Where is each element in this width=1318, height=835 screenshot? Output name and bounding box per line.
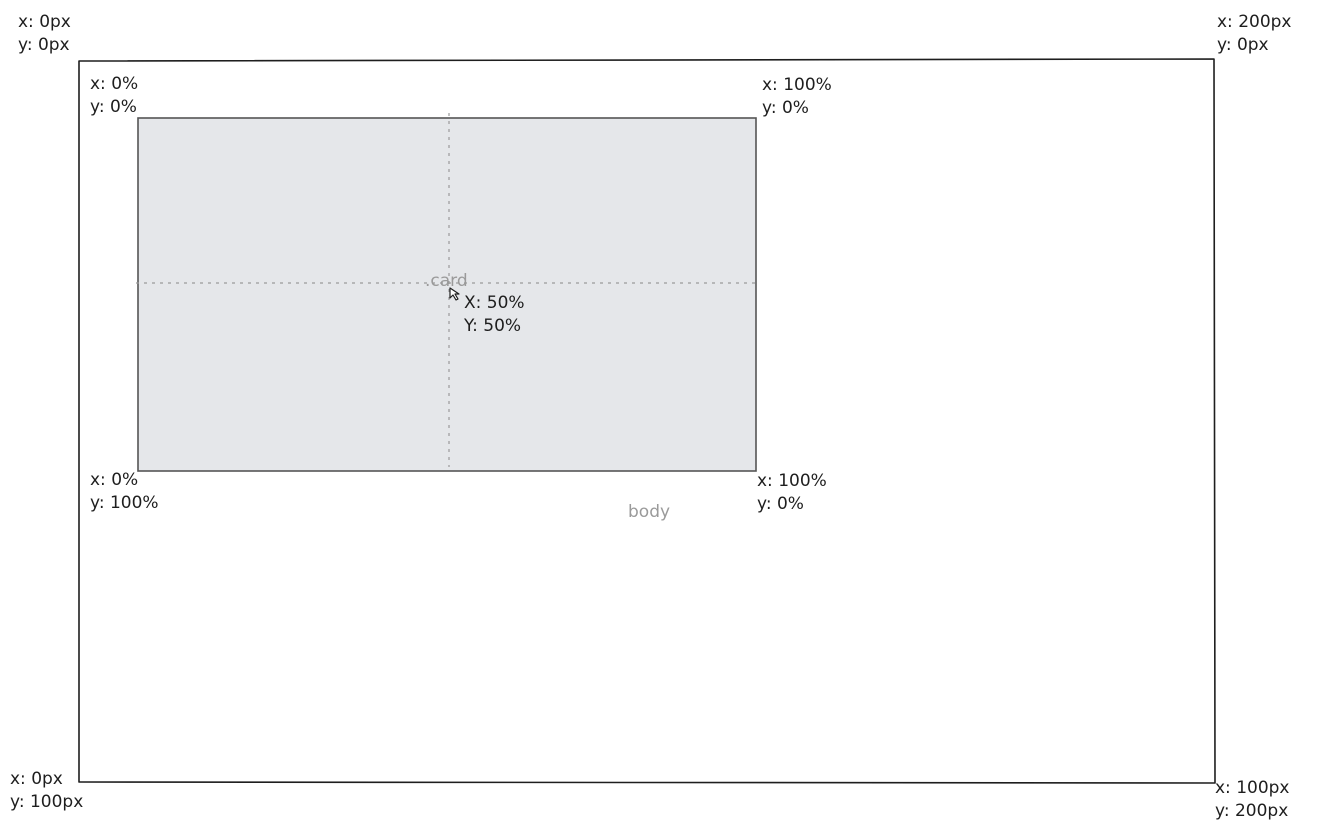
card-top-right-x: x: 100% xyxy=(762,75,832,95)
body-name-label: body xyxy=(628,502,671,522)
card-center-label: X: 50% Y: 50% xyxy=(464,292,525,338)
body-bottom-left-y: y: 100px xyxy=(10,792,84,812)
body-top-left-y: y: 0px xyxy=(18,35,70,55)
card-bottom-right-x: x: 100% xyxy=(757,471,827,491)
card-rect xyxy=(137,117,757,472)
body-top-right-label: x: 200px y: 0px xyxy=(1217,11,1292,57)
body-bottom-right-y: y: 200px xyxy=(1215,801,1289,821)
body-frame xyxy=(78,58,1216,784)
body-bottom-right-label: x: 100px y: 200px xyxy=(1215,777,1290,823)
card-bottom-right-label: x: 100% y: 0% xyxy=(757,470,827,516)
card-top-left-label: x: 0% y: 0% xyxy=(90,73,138,119)
body-bottom-right-x: x: 100px xyxy=(1215,778,1290,798)
body-bottom-left-label: x: 0px y: 100px xyxy=(10,768,83,814)
card-bottom-left-y: y: 100% xyxy=(90,493,159,513)
card-bottom-left-label: x: 0% y: 100% xyxy=(90,469,159,515)
cursor-arrow-icon xyxy=(449,287,460,301)
card-top-right-label: x: 100% y: 0% xyxy=(762,74,832,120)
body-top-right-x: x: 200px xyxy=(1217,12,1292,32)
card-top-left-x: x: 0% xyxy=(90,74,139,94)
card-top-right-y: y: 0% xyxy=(762,98,809,118)
body-top-right-y: y: 0px xyxy=(1217,35,1269,55)
body-top-left-label: x: 0px y: 0px xyxy=(18,11,71,57)
card-bottom-left-x: x: 0% xyxy=(90,470,139,490)
body-top-left-x: x: 0px xyxy=(18,12,71,32)
body-bottom-left-x: x: 0px xyxy=(10,769,63,789)
card-center-y: Y: 50% xyxy=(464,316,522,336)
card-center-x: X: 50% xyxy=(464,293,525,313)
card-top-left-y: y: 0% xyxy=(90,97,137,117)
card-bottom-right-y: y: 0% xyxy=(757,494,804,514)
card-name-label: .card xyxy=(425,271,468,291)
